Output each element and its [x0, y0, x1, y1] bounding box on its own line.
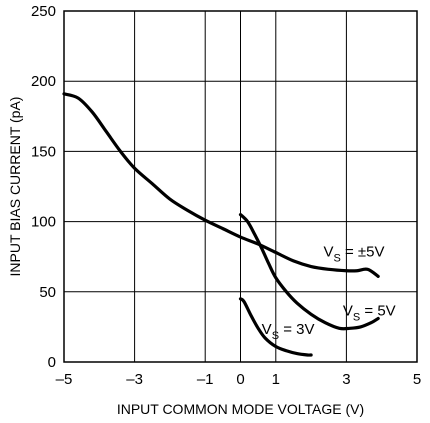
y-axis-title: INPUT BIAS CURRENT (pA): [7, 97, 23, 277]
x-tick-label: 1: [272, 371, 280, 388]
series-label-prefix: V: [323, 244, 333, 261]
y-tick-label: 100: [31, 214, 56, 231]
series-line-vs-pm5v: [62, 92, 380, 278]
curves: [62, 92, 380, 357]
y-tick-label: 250: [31, 3, 56, 20]
series-label-vs-pm5v: VS = ±5V: [323, 244, 384, 265]
x-tick-label: –3: [126, 371, 143, 388]
y-tick-label: 200: [31, 73, 56, 90]
series-label-subscript: S: [353, 312, 360, 324]
x-tick-label: 5: [413, 371, 421, 388]
y-tick-label: 0: [48, 354, 56, 371]
series-label-prefix: V: [343, 303, 353, 320]
x-tick-label: 3: [342, 371, 350, 388]
y-tick-label: 150: [31, 143, 56, 160]
series-label-suffix: = ±5V: [341, 244, 385, 261]
series-label-vs-5v: VS = 5V: [343, 303, 396, 324]
y-tick-label: 50: [39, 284, 56, 301]
series-label-suffix: = 3V: [279, 321, 314, 338]
series-label-subscript: S: [333, 253, 340, 265]
series-label-vs-3v: VS = 3V: [262, 321, 315, 342]
grid-lines: [64, 11, 417, 362]
plot-frame: [63, 10, 418, 363]
y-tick-labels: 0 50 100 150 200 250: [31, 3, 56, 371]
x-axis-title: INPUT COMMON MODE VOLTAGE (V): [117, 401, 364, 417]
x-tick-label: 0: [236, 371, 244, 388]
series-label-suffix: = 5V: [360, 303, 395, 320]
x-tick-label: –1: [197, 371, 214, 388]
x-tick-labels: –5 –3 –1 0 1 3 5: [56, 371, 422, 388]
series-line-vs-5v: [238, 212, 380, 331]
series-line-vs-3v: [238, 297, 313, 357]
x-tick-label: –5: [56, 371, 73, 388]
series-label-prefix: V: [262, 321, 272, 338]
series-label-subscript: S: [272, 330, 279, 342]
